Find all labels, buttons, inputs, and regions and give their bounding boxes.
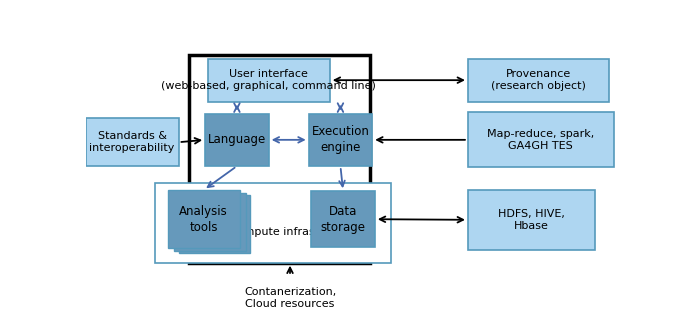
Text: Language: Language bbox=[208, 133, 266, 146]
Text: HDFS, HIVE,
Hbase: HDFS, HIVE, Hbase bbox=[498, 209, 565, 231]
Text: Compute infrastructure: Compute infrastructure bbox=[229, 227, 360, 237]
FancyBboxPatch shape bbox=[468, 190, 595, 250]
FancyBboxPatch shape bbox=[86, 118, 179, 166]
FancyBboxPatch shape bbox=[155, 183, 391, 263]
FancyBboxPatch shape bbox=[468, 113, 614, 167]
Text: Analysis
tools: Analysis tools bbox=[179, 205, 228, 234]
FancyBboxPatch shape bbox=[240, 278, 340, 310]
FancyBboxPatch shape bbox=[308, 113, 373, 166]
Text: Map-reduce, spark,
GA4GH TES: Map-reduce, spark, GA4GH TES bbox=[487, 129, 595, 151]
Text: Standards &
interoperability: Standards & interoperability bbox=[89, 131, 175, 153]
FancyBboxPatch shape bbox=[208, 59, 329, 102]
FancyBboxPatch shape bbox=[168, 190, 240, 248]
FancyBboxPatch shape bbox=[205, 113, 269, 166]
Text: Provenance
(research object): Provenance (research object) bbox=[490, 69, 586, 91]
Text: Contanerization,
Cloud resources: Contanerization, Cloud resources bbox=[244, 287, 336, 309]
Text: User interface
(web-based, graphical, command line): User interface (web-based, graphical, co… bbox=[162, 69, 376, 91]
FancyBboxPatch shape bbox=[174, 193, 246, 251]
FancyBboxPatch shape bbox=[189, 55, 370, 263]
Text: Data
storage: Data storage bbox=[321, 205, 366, 234]
Text: Execution
engine: Execution engine bbox=[312, 125, 369, 154]
FancyBboxPatch shape bbox=[468, 59, 608, 102]
FancyBboxPatch shape bbox=[179, 195, 250, 253]
FancyBboxPatch shape bbox=[311, 191, 375, 247]
